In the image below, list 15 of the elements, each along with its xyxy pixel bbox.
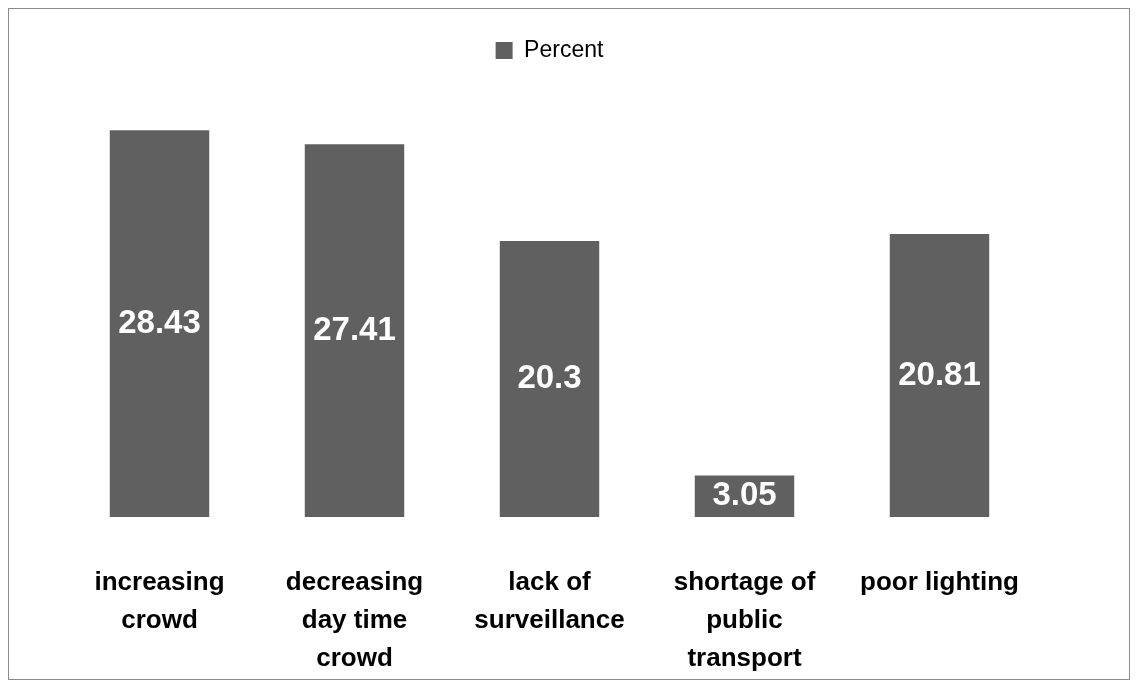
data-label: 27.41: [313, 309, 396, 347]
bar: [499, 240, 600, 517]
bar: [889, 233, 990, 517]
x-tick-label: lack of surveillance: [474, 566, 625, 635]
x-tick-label: shortage of public transport: [673, 566, 816, 673]
data-label: 20.81: [898, 354, 981, 392]
bar: [304, 144, 405, 517]
x-tick-label: decreasing day time crowd: [285, 566, 424, 673]
data-label: 20.3: [517, 358, 582, 396]
data-label: 3.05: [712, 475, 777, 513]
bar: [109, 130, 210, 517]
legend-label: Percent: [524, 35, 604, 62]
x-tick-label: increasing crowd: [94, 566, 225, 635]
x-tick-label: poor lighting: [860, 566, 1019, 597]
data-label: 28.43: [118, 302, 201, 340]
